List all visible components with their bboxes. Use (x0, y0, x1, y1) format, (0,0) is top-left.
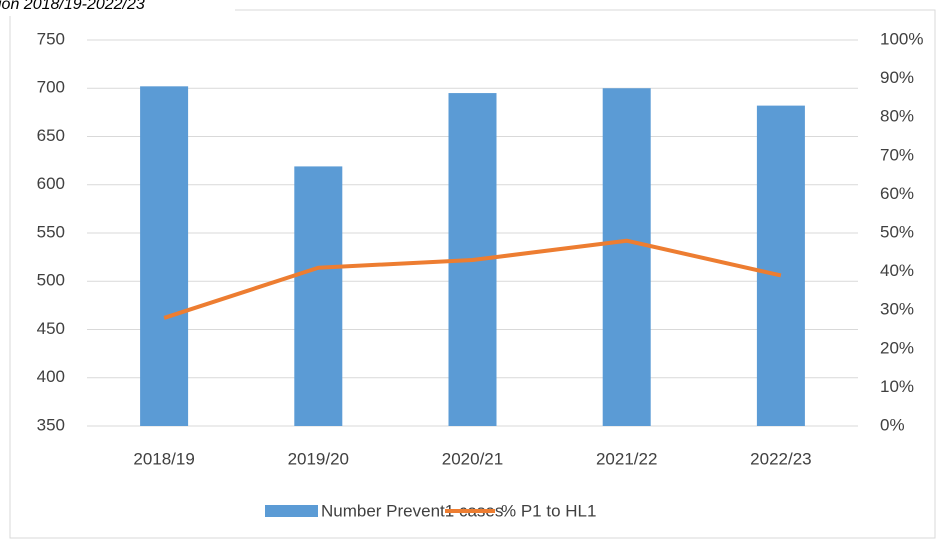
y2-tick-label: 30% (880, 300, 914, 319)
y2-tick-label: 80% (880, 107, 914, 126)
y-tick-label: 600 (37, 174, 65, 193)
y-tick-label: 450 (37, 319, 65, 338)
title-background (0, 0, 235, 16)
y2-tick-label: 100% (880, 29, 923, 48)
y2-tick-label: 60% (880, 184, 914, 203)
y-tick-label: 500 (37, 271, 65, 290)
y2-tick-label: 70% (880, 145, 914, 164)
y2-tick-label: 90% (880, 68, 914, 87)
x-tick-label: 2019/20 (288, 449, 349, 468)
legend-label: Number Prevent1 cases (321, 501, 503, 520)
y-tick-label: 350 (37, 415, 65, 434)
chart-frame (9, 9, 936, 539)
bar (294, 166, 343, 427)
bar (602, 88, 651, 426)
y-tick-label: 650 (37, 126, 65, 145)
x-tick-label: 2020/21 (442, 449, 503, 468)
bar (756, 105, 805, 427)
y2-tick-label: 20% (880, 338, 914, 357)
y2-tick-label: 40% (880, 261, 914, 280)
y-tick-label: 700 (37, 78, 65, 97)
y2-tick-label: 0% (880, 415, 905, 434)
y-tick-label: 750 (37, 29, 65, 48)
legend-label: % P1 to HL1 (501, 501, 596, 520)
bar (140, 86, 189, 426)
chart-title: ion 2018/19-2022/23 (0, 0, 145, 13)
x-tick-label: 2021/22 (596, 449, 657, 468)
x-tick-label: 2022/23 (750, 449, 811, 468)
x-tick-label: 2018/19 (133, 449, 194, 468)
y-tick-label: 550 (37, 222, 65, 241)
line (163, 238, 782, 320)
legend-swatch (265, 505, 318, 517)
y2-tick-label: 50% (880, 222, 914, 241)
y-tick-label: 400 (37, 367, 65, 386)
y2-tick-label: 10% (880, 377, 914, 396)
